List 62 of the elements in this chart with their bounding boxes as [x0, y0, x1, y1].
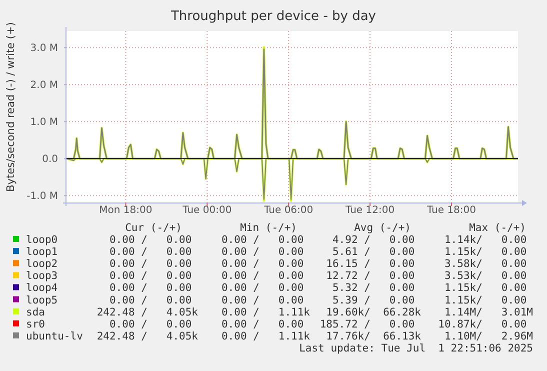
y-tick-label: 1.0 M — [30, 117, 58, 128]
text: 242.48 / 4.05k — [96, 330, 199, 342]
text: Avg (-/+) — [354, 222, 411, 234]
x-tick-label: Tue 12:00 — [344, 205, 395, 216]
text: 1.14k/ 0.00 — [444, 234, 527, 246]
text: Min (-/+) — [240, 222, 297, 234]
text: 4.92 / 0.00 — [332, 234, 415, 246]
text: 0.00 / 1.11k — [221, 330, 311, 342]
x-tick-label: Mon 18:00 — [99, 205, 152, 216]
text: 3.53k/ 0.00 — [444, 270, 527, 282]
text: 0.00 / 0.00 — [221, 234, 304, 246]
legend-label: loop3 — [26, 270, 58, 282]
text: 1.10M/ 2.96M — [444, 330, 533, 342]
text: 0.00 / 0.00 — [109, 270, 192, 282]
legend-label: loop0 — [26, 234, 58, 246]
text: Max (-/+) — [469, 222, 526, 234]
legend-label: loop2 — [26, 258, 58, 270]
legend-label: ubuntu-lv — [26, 330, 83, 342]
text: 5.39 / 0.00 — [332, 294, 415, 306]
text: 0.00 / 0.00 — [109, 246, 192, 258]
text: Cur (-/+) — [125, 222, 182, 234]
text: 17.76k/ 66.13k — [326, 330, 422, 342]
text: 0.00 / 0.00 — [221, 246, 304, 258]
text: 0.00 / 1.11k — [221, 306, 311, 318]
text: 16.15 / 0.00 — [326, 258, 415, 270]
text: 0.00 / 0.00 — [221, 294, 304, 306]
text: 12.72 / 0.00 — [326, 270, 415, 282]
text: 0.00 / 0.00 — [221, 318, 304, 330]
legend-label: loop1 — [26, 246, 58, 258]
text: 242.48 / 4.05k — [96, 306, 199, 318]
legend-label: sr0 — [26, 318, 45, 330]
text: 1.15k/ 0.00 — [444, 246, 527, 258]
text: 1.14M/ 3.01M — [444, 306, 533, 318]
text: 10.87k/ 0.00 — [438, 318, 527, 330]
text: 0.00 / 0.00 — [109, 294, 192, 306]
y-axis-title: Bytes/second read (-) / write (+) — [5, 22, 17, 192]
text: 185.72 / 0.00 — [320, 318, 415, 330]
chart-title: Throughput per device - by day — [170, 9, 376, 24]
y-tick-label: -1.0 M — [26, 191, 58, 202]
text: 0.00 / 0.00 — [109, 258, 192, 270]
y-tick-label: 2.0 M — [30, 80, 58, 92]
legend-label: loop4 — [26, 282, 58, 294]
text: 0.00 / 0.00 — [221, 282, 304, 294]
text: 0.00 / 0.00 — [221, 258, 304, 270]
text: 0.00 / 0.00 — [109, 282, 192, 294]
text: 3.58k/ 0.00 — [444, 258, 527, 270]
text: 5.61 / 0.00 — [332, 246, 415, 258]
x-tick-label: Tue 06:00 — [263, 205, 314, 216]
text: 1.15k/ 0.00 — [444, 282, 527, 294]
text: Last update: Tue Jul 1 22:51:06 2025 — [299, 342, 533, 354]
legend-label: sda — [26, 306, 45, 318]
x-tick-label: Tue 00:00 — [182, 205, 232, 216]
y-tick-label: 3.0 M — [30, 43, 58, 54]
y-tick-label: 0.0 — [42, 154, 58, 166]
text: 19.60k/ 66.28k — [326, 306, 422, 318]
text: 0.00 / 0.00 — [109, 234, 192, 246]
x-tick-label: Tue 18:00 — [426, 205, 476, 216]
text: 1.15k/ 0.00 — [444, 294, 527, 306]
legend-label: loop5 — [26, 294, 58, 306]
text: 5.32 / 0.00 — [332, 282, 415, 294]
text: 0.00 / 0.00 — [221, 270, 304, 282]
text: 0.00 / 0.00 — [109, 318, 192, 330]
